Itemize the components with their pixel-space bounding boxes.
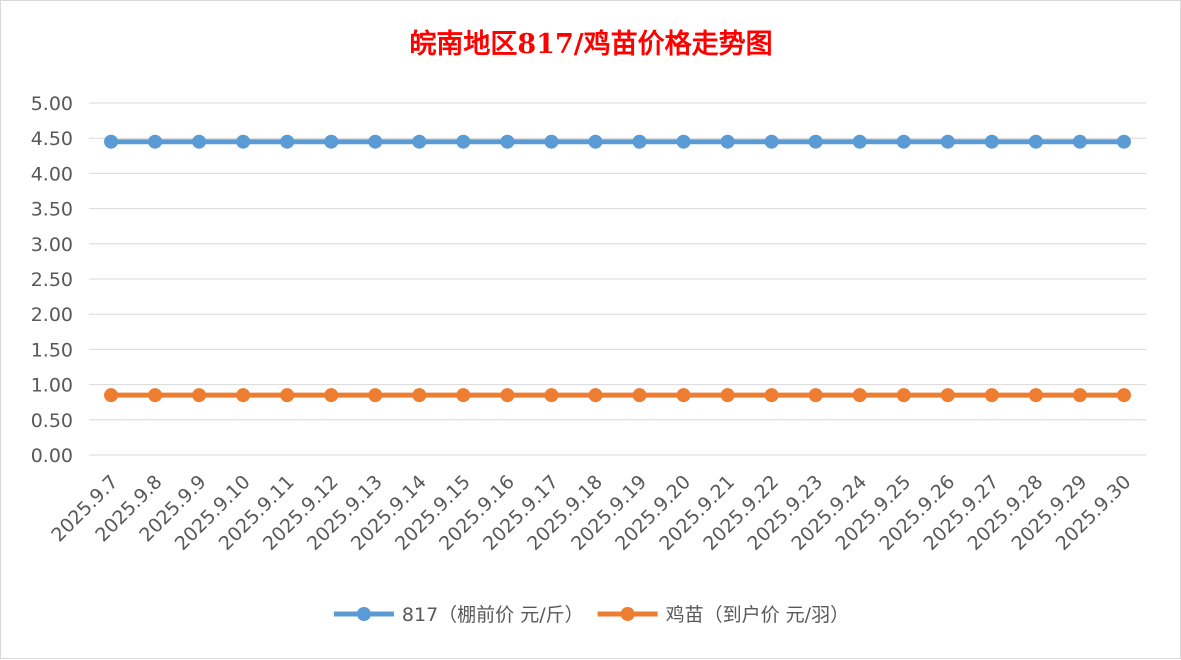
data-point bbox=[1028, 134, 1043, 149]
legend-marker bbox=[620, 607, 635, 621]
data-point bbox=[764, 388, 779, 403]
data-point bbox=[104, 388, 119, 403]
data-point bbox=[720, 134, 735, 149]
data-point bbox=[632, 134, 647, 149]
data-point bbox=[896, 388, 911, 403]
data-point bbox=[764, 134, 779, 149]
y-tick-label: 4.00 bbox=[31, 163, 73, 185]
data-point bbox=[192, 388, 207, 403]
y-tick-label: 0.50 bbox=[31, 410, 73, 432]
data-point bbox=[192, 134, 207, 149]
data-point bbox=[852, 134, 867, 149]
data-point bbox=[1072, 134, 1087, 149]
legend-marker bbox=[356, 607, 371, 621]
data-point bbox=[456, 134, 471, 149]
data-point bbox=[280, 134, 295, 149]
data-point bbox=[588, 388, 603, 403]
series-1 bbox=[104, 134, 1131, 149]
data-point bbox=[940, 388, 955, 403]
y-tick-label: 5.00 bbox=[31, 93, 73, 115]
y-tick-label: 3.00 bbox=[31, 234, 73, 256]
y-tick-label: 2.50 bbox=[31, 269, 73, 291]
data-point bbox=[412, 388, 427, 403]
data-point bbox=[236, 134, 251, 149]
data-point bbox=[984, 134, 999, 149]
data-point bbox=[676, 134, 691, 149]
data-point bbox=[852, 388, 867, 403]
data-point bbox=[1028, 388, 1043, 403]
series-layer bbox=[104, 134, 1131, 403]
data-point bbox=[1072, 388, 1087, 403]
data-point bbox=[1116, 388, 1131, 403]
data-point bbox=[412, 134, 427, 149]
y-tick-label: 1.00 bbox=[31, 375, 73, 397]
y-tick-label: 3.50 bbox=[31, 199, 73, 221]
y-tick-label: 4.50 bbox=[31, 128, 73, 150]
legend-label: 鸡苗（到户价 元/羽） bbox=[666, 604, 849, 626]
y-tick-label: 2.00 bbox=[31, 304, 73, 326]
data-point bbox=[368, 134, 383, 149]
data-point bbox=[148, 134, 163, 149]
data-point bbox=[500, 388, 515, 403]
data-point bbox=[500, 134, 515, 149]
x-axis-tick-labels: 2025.9.72025.9.82025.9.92025.9.102025.9.… bbox=[47, 471, 1135, 555]
data-point bbox=[324, 388, 339, 403]
grid-lines bbox=[89, 102, 1146, 456]
data-point bbox=[720, 388, 735, 403]
data-point bbox=[588, 134, 603, 149]
data-point bbox=[808, 134, 823, 149]
legend-item: 鸡苗（到户价 元/羽） bbox=[597, 604, 849, 626]
data-point bbox=[632, 388, 647, 403]
data-point bbox=[1116, 134, 1131, 149]
data-point bbox=[676, 388, 691, 403]
chart-title: 皖南地区817/鸡苗价格走势图 bbox=[409, 29, 772, 60]
data-point bbox=[104, 134, 119, 149]
data-point bbox=[236, 388, 251, 403]
series-2 bbox=[104, 388, 1131, 403]
data-point bbox=[456, 388, 471, 403]
data-point bbox=[324, 134, 339, 149]
data-point bbox=[940, 134, 955, 149]
data-point bbox=[148, 388, 163, 403]
y-axis-tick-labels: 0.00 0.50 1.00 1.50 2.00 2.50 3.00 3.50 4.00 4.50… bbox=[31, 93, 73, 467]
y-tick-label: 0.00 bbox=[31, 445, 73, 467]
data-point bbox=[808, 388, 823, 403]
legend-item: 817（棚前价 元/斤） bbox=[333, 604, 584, 626]
data-point bbox=[368, 388, 383, 403]
data-point bbox=[544, 134, 559, 149]
data-point bbox=[896, 134, 911, 149]
legend-label: 817（棚前价 元/斤） bbox=[402, 604, 584, 626]
data-point bbox=[984, 388, 999, 403]
data-point bbox=[544, 388, 559, 403]
y-tick-label: 1.50 bbox=[31, 339, 73, 361]
legend: 817（棚前价 元/斤） 鸡苗（到户价 元/羽） bbox=[333, 604, 849, 626]
data-point bbox=[280, 388, 295, 403]
